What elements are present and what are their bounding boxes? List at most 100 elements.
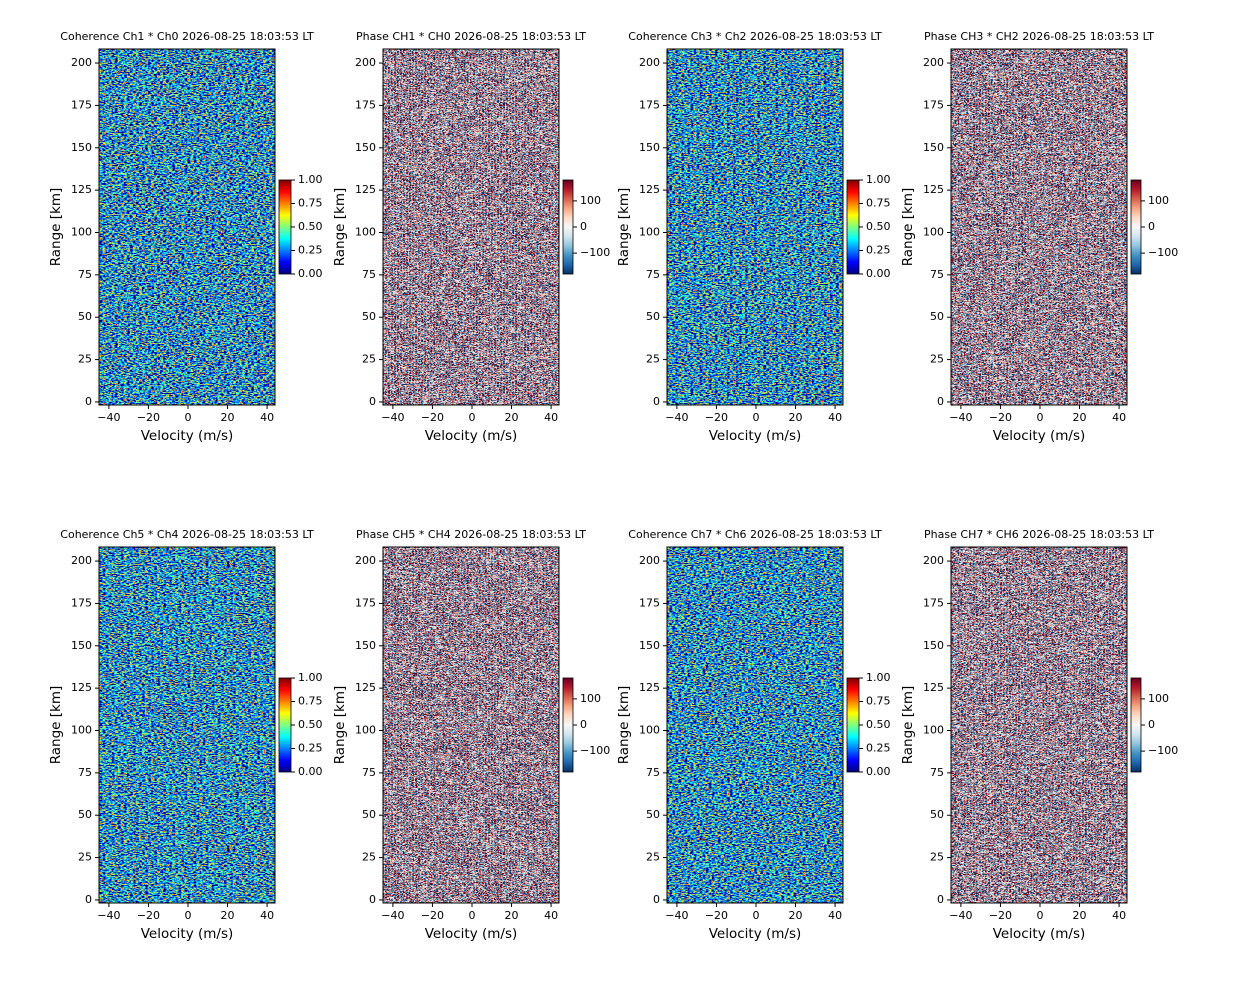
colorbar-tick-label: 0.75 [866,695,891,708]
y-tick-label: 0 [937,395,944,408]
x-axis-label: Velocity (m/s) [709,428,802,444]
colorbar-tick-label: 0.25 [298,244,323,257]
colorbar-tick-label: 0.75 [866,197,891,210]
y-tick-label: 0 [85,893,92,906]
colorbar-tick-label: 0 [580,718,587,731]
x-tick-label: 40 [544,411,558,424]
x-tick-label: −20 [989,411,1012,424]
y-tick-label: 100 [71,226,92,239]
y-tick-label: 25 [362,851,376,864]
y-axis-label: Range [km] [900,188,916,267]
x-tick-label: −20 [989,909,1012,922]
y-tick-label: 150 [71,639,92,652]
colorbar-tick-label: 100 [1148,194,1169,207]
x-tick-label: 0 [184,411,191,424]
y-tick-label: 100 [923,226,944,239]
panel: Coherence Ch3 * Ch2 2026-08-25 18:03:53 … [616,30,891,444]
heatmap [667,49,843,405]
y-tick-label: 125 [355,183,376,196]
x-tick-label: −40 [949,411,972,424]
y-tick-label: 175 [355,596,376,609]
x-axis-label: Velocity (m/s) [425,926,518,942]
y-tick-label: 100 [355,724,376,737]
panel-title: Phase CH7 * CH6 2026-08-25 18:03:53 LT [924,528,1154,541]
colorbar-tick-label: 0.50 [298,718,323,731]
colorbar-tick-label: 0.00 [298,267,323,280]
y-tick-label: 50 [930,310,944,323]
y-tick-label: 25 [362,353,376,366]
y-tick-label: 75 [78,268,92,281]
x-tick-label: −20 [705,909,728,922]
x-tick-label: −20 [137,411,160,424]
x-tick-label: −40 [381,411,404,424]
panel: Coherence Ch7 * Ch6 2026-08-25 18:03:53 … [616,528,891,942]
x-tick-label: 40 [828,411,842,424]
y-tick-label: 200 [355,56,376,69]
x-axis-label: Velocity (m/s) [141,926,234,942]
y-tick-label: 200 [71,554,92,567]
y-tick-label: 175 [71,596,92,609]
y-tick-label: 0 [369,395,376,408]
colorbar-tick-label: −100 [580,744,610,757]
colorbar-tick-label: 0 [1148,220,1155,233]
x-tick-label: 40 [1112,411,1126,424]
y-tick-label: 25 [646,851,660,864]
y-axis-label: Range [km] [616,188,632,267]
colorbar-tick-label: 0.00 [866,267,891,280]
heatmap [99,49,275,405]
y-tick-label: 125 [71,681,92,694]
colorbar-tick-label: −100 [1148,246,1178,259]
y-tick-label: 100 [71,724,92,737]
x-tick-label: 0 [752,411,759,424]
y-tick-label: 100 [639,226,660,239]
y-tick-label: 75 [930,268,944,281]
colorbar [562,179,574,275]
colorbar-tick-label: 1.00 [866,671,891,684]
colorbar-tick-label: 0.25 [866,742,891,755]
plot-frame [98,546,276,904]
panel-title: Coherence Ch1 * Ch0 2026-08-25 18:03:53 … [60,30,314,43]
plot-frame [666,546,844,904]
x-tick-label: −40 [665,909,688,922]
y-tick-label: 150 [71,141,92,154]
y-tick-label: 0 [369,893,376,906]
plot-frame [382,546,560,904]
y-tick-label: 25 [78,851,92,864]
colorbar-tick-label: 0.50 [866,220,891,233]
y-tick-label: 50 [78,808,92,821]
y-tick-label: 125 [923,681,944,694]
x-tick-label: −40 [949,909,972,922]
panel: Phase CH7 * CH6 2026-08-25 18:03:53 LT −4… [900,528,1178,942]
y-tick-label: 175 [639,98,660,111]
heatmap [951,547,1127,903]
x-tick-label: 20 [505,411,519,424]
y-tick-label: 150 [923,141,944,154]
heatmap [951,49,1127,405]
colorbar-tick-label: 0.75 [298,695,323,708]
colorbar-tick-label: 1.00 [866,173,891,186]
x-axis-label: Velocity (m/s) [993,428,1086,444]
panel: Phase CH1 * CH0 2026-08-25 18:03:53 LT −4… [332,30,610,444]
x-tick-label: 20 [505,909,519,922]
y-tick-label: 50 [930,808,944,821]
y-tick-label: 0 [653,395,660,408]
x-axis-label: Velocity (m/s) [425,428,518,444]
y-tick-label: 175 [71,98,92,111]
panel-title: Coherence Ch3 * Ch2 2026-08-25 18:03:53 … [628,30,882,43]
x-tick-label: 40 [260,411,274,424]
x-tick-label: −20 [705,411,728,424]
y-tick-label: 200 [639,554,660,567]
panel: Coherence Ch5 * Ch4 2026-08-25 18:03:53 … [48,528,323,942]
x-tick-label: 0 [184,909,191,922]
y-tick-label: 50 [362,808,376,821]
plot-frame [950,48,1128,406]
y-tick-label: 150 [355,141,376,154]
colorbar [278,677,292,773]
y-tick-label: 100 [355,226,376,239]
y-tick-label: 150 [639,141,660,154]
colorbar-tick-label: 0.50 [866,718,891,731]
heatmap [383,49,559,405]
colorbar-tick-label: 0.00 [298,765,323,778]
x-tick-label: −40 [97,411,120,424]
colorbar-tick-label: −100 [580,246,610,259]
